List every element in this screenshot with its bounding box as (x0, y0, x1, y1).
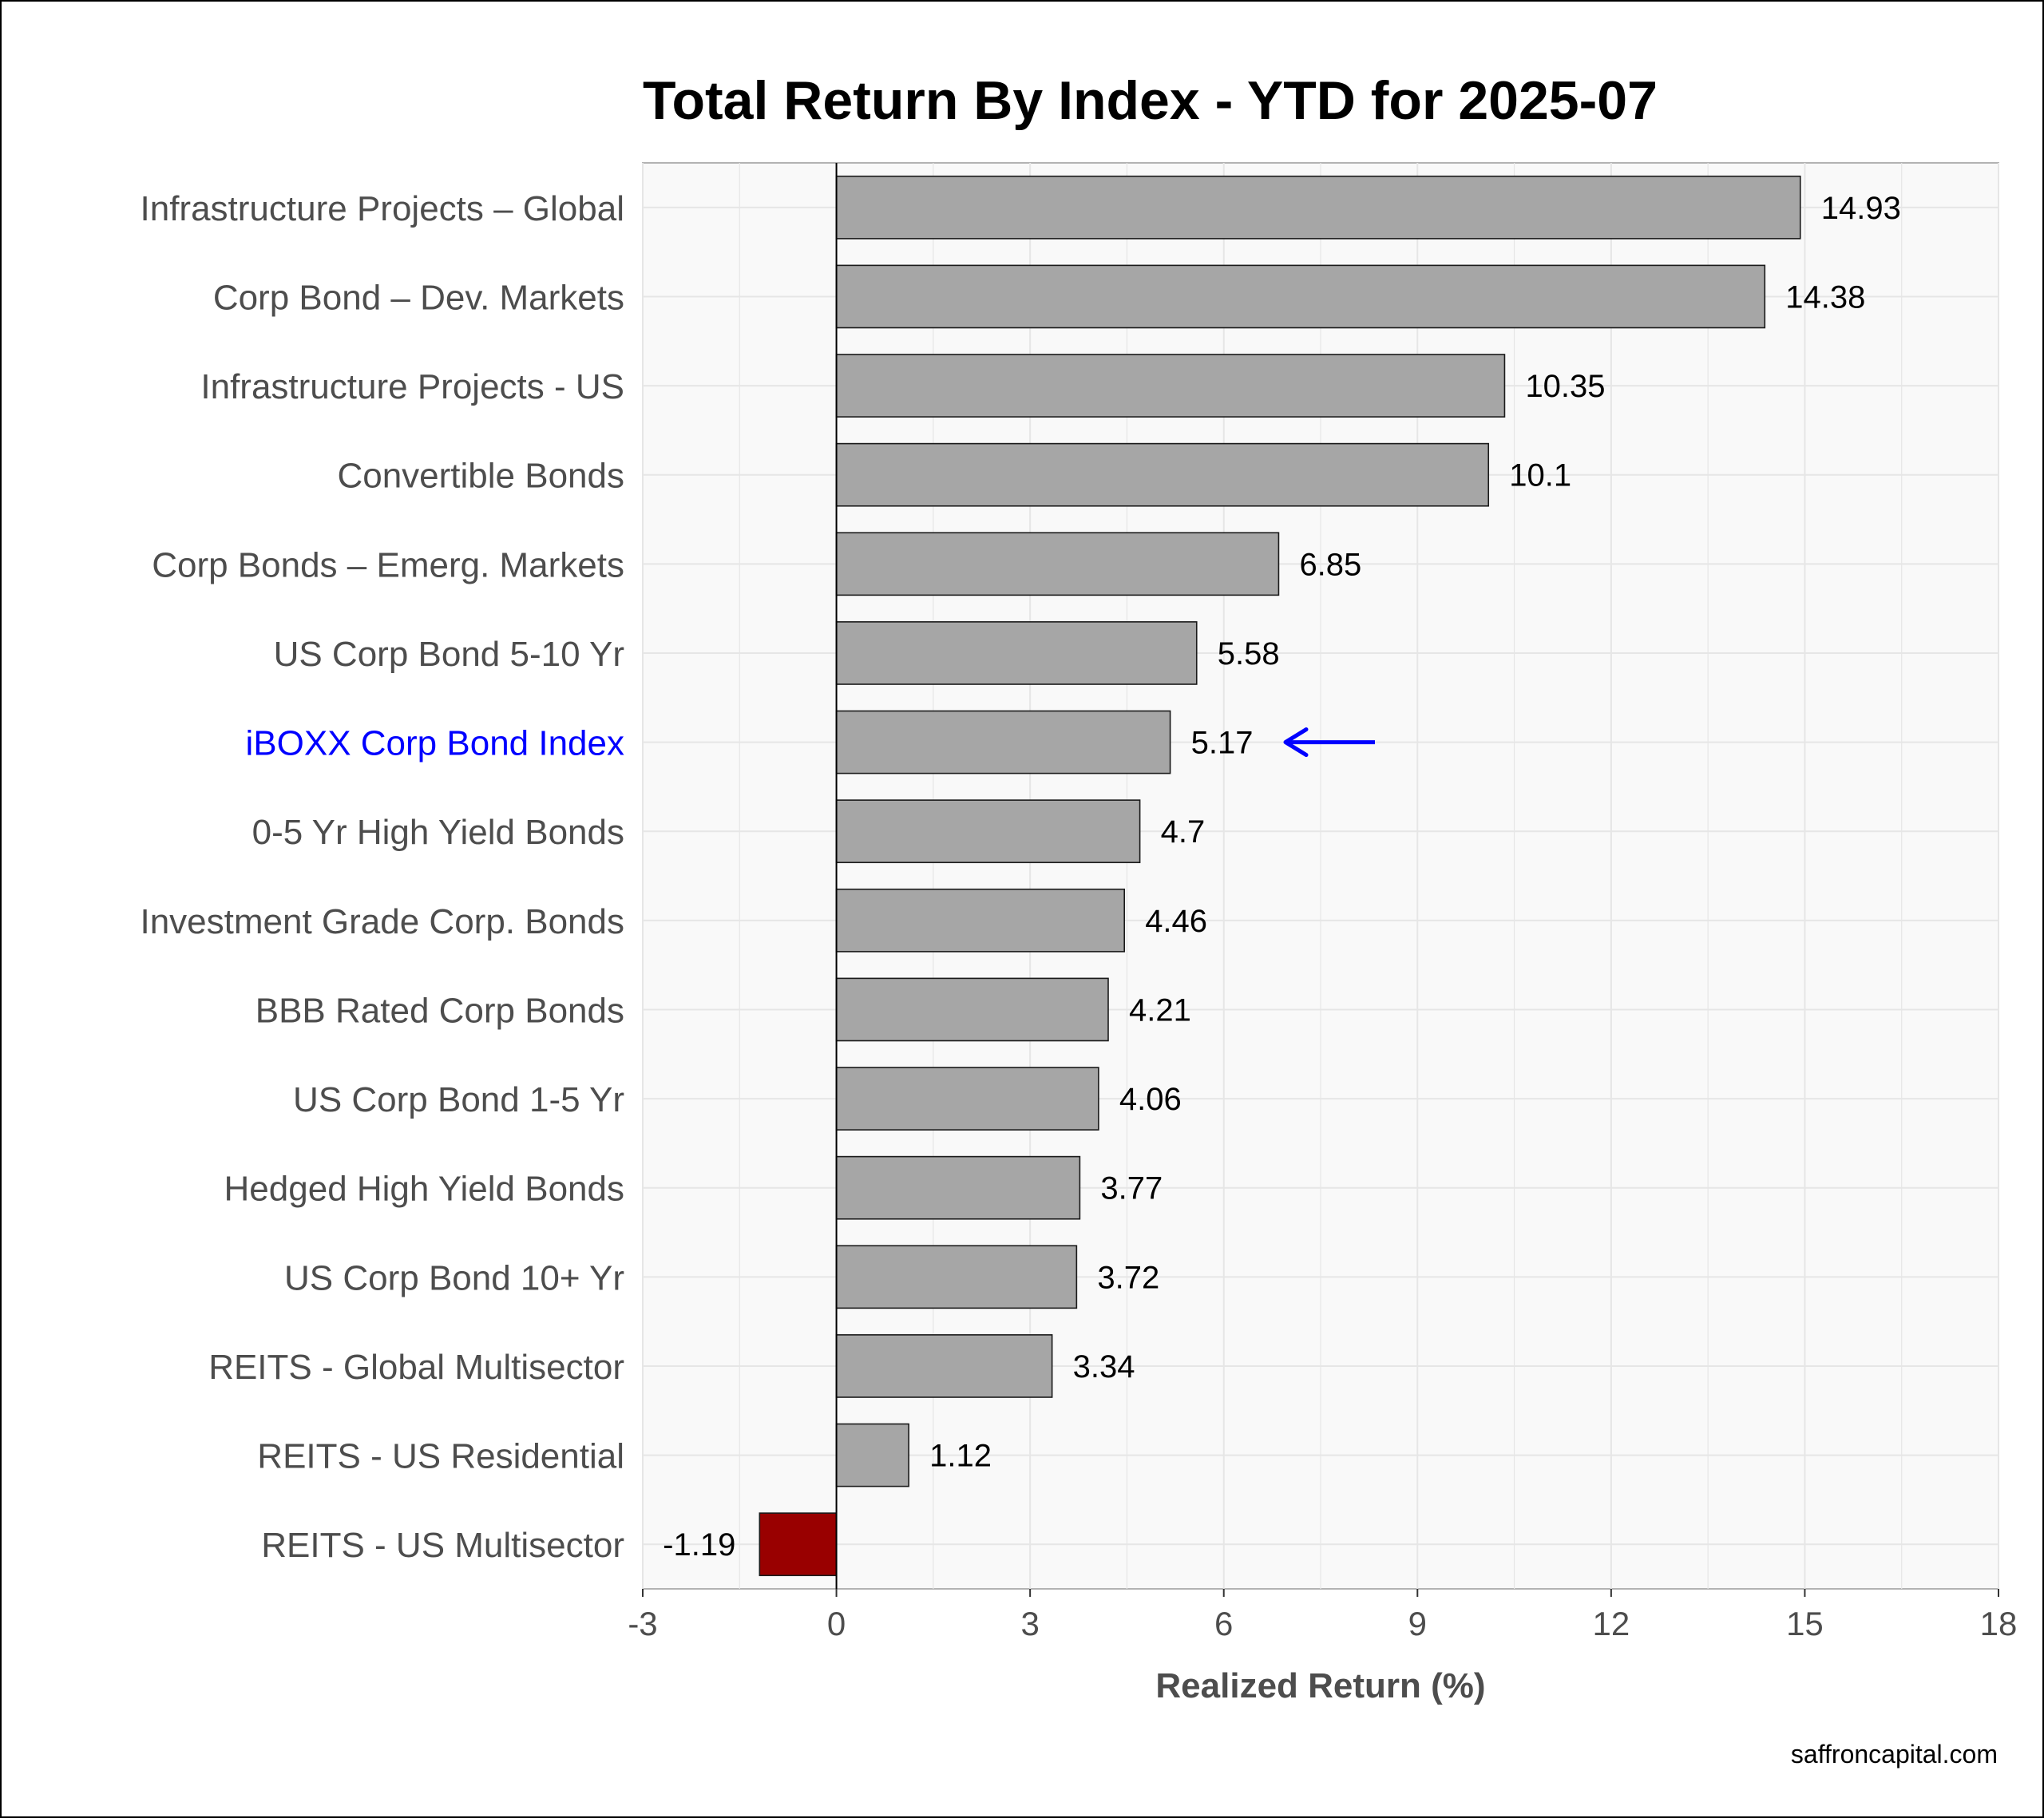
bars (759, 163, 1801, 1589)
bar (835, 532, 1280, 596)
bar (835, 799, 1141, 864)
x-axis-ticks: -3 0 3 6 9 12 15 18 (628, 1589, 2017, 1642)
bar (835, 710, 1171, 774)
value-label: -1.19 (663, 1527, 735, 1563)
value-labels: 14.93 14.38 10.35 10.1 6.85 5.58 5.17 4.7 4.46 4.… (663, 191, 1901, 1563)
value-label: 4.46 (1145, 904, 1207, 939)
category-label: Infrastructure Projects – Global (141, 189, 624, 228)
bar (835, 1067, 1099, 1131)
value-label: 10.35 (1525, 369, 1605, 404)
source-caption: saffroncapital.com (1791, 1740, 1998, 1768)
bar (835, 354, 1506, 418)
category-label: REITS - US Residential (257, 1437, 624, 1476)
category-label: REITS - US Multisector (261, 1526, 624, 1565)
value-label: 4.7 (1161, 814, 1206, 850)
bar (835, 442, 1490, 507)
value-label: 4.06 (1119, 1082, 1182, 1117)
bar (835, 1155, 1081, 1220)
category-label: US Corp Bond 5-10 Yr (274, 635, 624, 674)
value-label: 3.77 (1100, 1171, 1163, 1206)
x-tick-label: 9 (1408, 1605, 1427, 1642)
category-label: US Corp Bond 10+ Yr (284, 1258, 624, 1297)
bar (835, 621, 1198, 685)
value-label: 1.12 (929, 1439, 992, 1474)
category-label: Hedged High Yield Bonds (224, 1170, 624, 1209)
bar (835, 1245, 1078, 1309)
highlight-marker (1283, 727, 1375, 758)
bar (759, 1512, 838, 1577)
category-label: iBOXX Corp Bond Index (246, 724, 624, 763)
value-label: 5.17 (1191, 726, 1254, 761)
bar (835, 264, 1766, 329)
x-tick-label: 12 (1592, 1605, 1630, 1642)
value-label: 10.1 (1509, 458, 1571, 493)
category-labels: Infrastructure Projects – Global Corp Bon… (140, 189, 624, 1565)
value-label: 4.21 (1129, 992, 1191, 1028)
category-label: US Corp Bond 1-5 Yr (293, 1080, 624, 1119)
category-label: BBB Rated Corp Bonds (256, 991, 624, 1030)
category-label: 0-5 Yr High Yield Bonds (252, 813, 624, 852)
value-label: 5.58 (1218, 636, 1280, 671)
chart-title: Total Return By Index - YTD for 2025-07 (643, 70, 1658, 131)
x-tick-label: -3 (628, 1605, 657, 1642)
bar (835, 977, 1109, 1042)
category-label: Investment Grade Corp. Bonds (140, 902, 624, 941)
category-label: Convertible Bonds (337, 457, 624, 496)
value-label: 6.85 (1299, 547, 1361, 582)
x-tick-label: 6 (1214, 1605, 1233, 1642)
left-arrow-icon (1283, 727, 1309, 758)
x-tick-label: 15 (1786, 1605, 1824, 1642)
bar (835, 1334, 1053, 1398)
category-label: Corp Bond – Dev. Markets (213, 278, 624, 317)
bar (835, 1423, 909, 1487)
bar (835, 175, 1801, 240)
category-label: Infrastructure Projects - US (200, 367, 624, 406)
x-tick-label: 0 (827, 1605, 846, 1642)
value-label: 3.72 (1097, 1260, 1159, 1295)
x-tick-label: 18 (1980, 1605, 2018, 1642)
x-tick-label: 3 (1020, 1605, 1039, 1642)
category-label: REITS - Global Multisector (208, 1348, 624, 1387)
value-label: 14.38 (1785, 279, 1865, 315)
bar (835, 888, 1125, 953)
value-label: 3.34 (1073, 1349, 1135, 1384)
value-label: 14.93 (1821, 191, 1901, 226)
category-label: Corp Bonds – Emerg. Markets (152, 545, 624, 584)
x-axis-title: Realized Return (%) (1155, 1666, 1485, 1705)
